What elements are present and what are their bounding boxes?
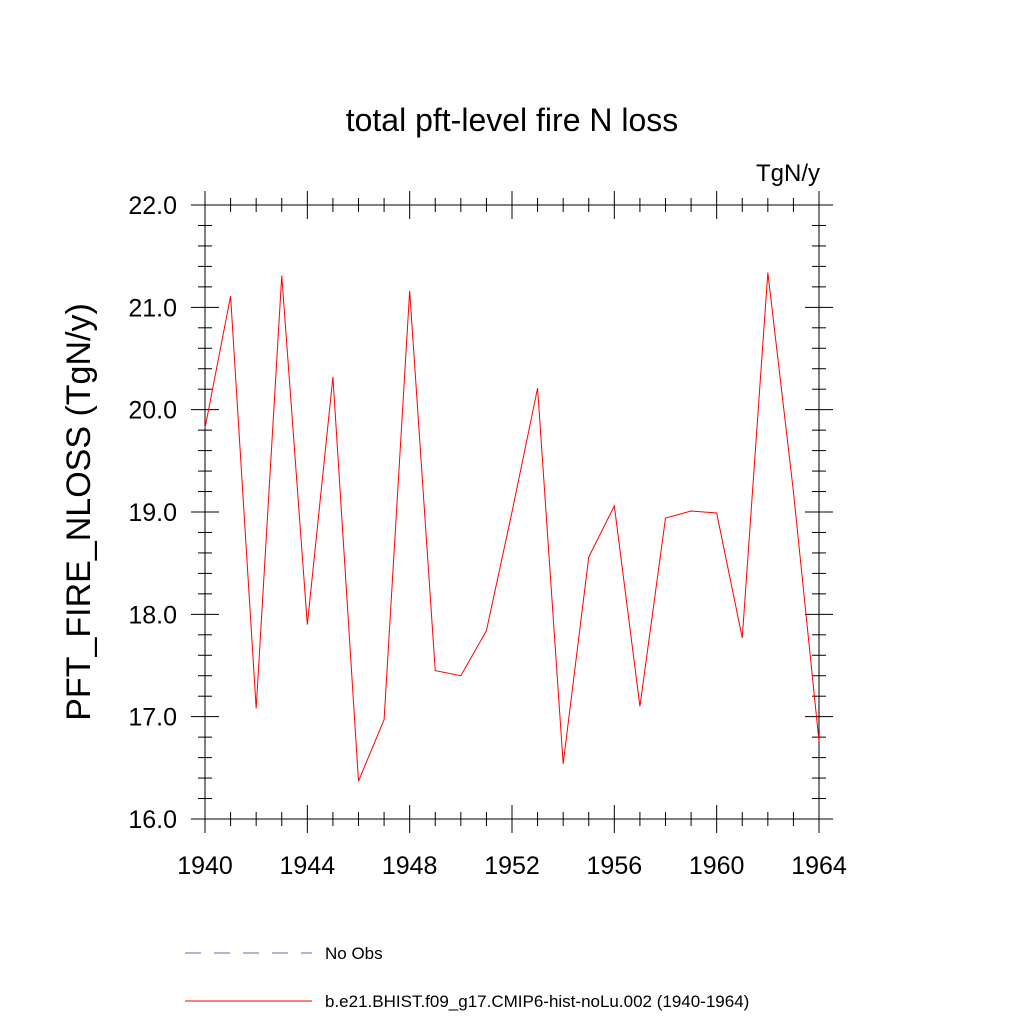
y-tick-label: 17.0 xyxy=(128,704,177,732)
chart-title: total pft-level fire N loss xyxy=(346,102,679,138)
x-tick-label: 1956 xyxy=(587,852,643,880)
axis-tick-labels: 1940 1944 1948 1952 1956 1960 1964 16.0 17.0 18.0… xyxy=(128,192,847,880)
x-tick-label: 1948 xyxy=(382,852,438,880)
x-tick-label: 1964 xyxy=(791,852,847,880)
units-label: TgN/y xyxy=(756,160,820,187)
y-tick-label: 20.0 xyxy=(128,397,177,425)
legend-label-no-obs: No Obs xyxy=(325,944,383,963)
x-tick-label: 1952 xyxy=(484,852,540,880)
y-tick-label: 18.0 xyxy=(128,601,177,629)
x-tick-label: 1960 xyxy=(689,852,745,880)
y-tick-label: 22.0 xyxy=(128,192,177,220)
y-tick-label: 19.0 xyxy=(128,499,177,527)
y-tick-label: 16.0 xyxy=(128,806,177,834)
legend-label-model: b.e21.BHIST.f09_g17.CMIP6-hist-noLu.002 … xyxy=(325,992,749,1011)
series-line xyxy=(204,272,820,782)
x-tick-label: 1944 xyxy=(280,852,336,880)
data-series xyxy=(204,272,820,782)
legend: No Obs b.e21.BHIST.f09_g17.CMIP6-hist-no… xyxy=(185,944,749,1011)
y-tick-label: 21.0 xyxy=(128,294,177,322)
x-tick-label: 1940 xyxy=(177,852,233,880)
y-axis-label: PFT_FIRE_NLOSS (TgN/y) xyxy=(60,303,98,721)
